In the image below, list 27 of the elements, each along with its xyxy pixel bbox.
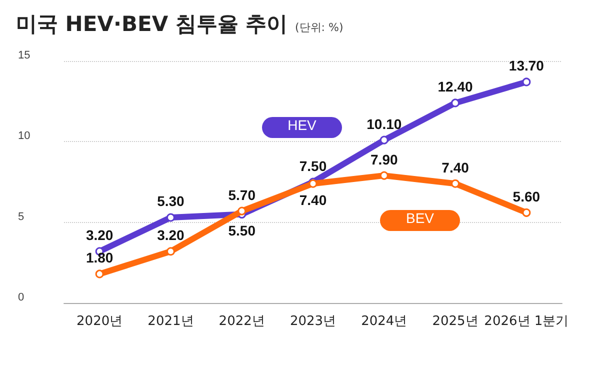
data-label: 5.70 — [228, 186, 256, 203]
chart-title: 미국 HEV·BEV 침투율 추이 — [16, 12, 288, 36]
data-label: 7.90 — [370, 151, 398, 168]
x-tick-label: 2020년 — [76, 314, 123, 329]
data-label: 5.30 — [157, 193, 185, 210]
chart-subtitle: (단위: %) — [295, 21, 344, 34]
x-tick-label: 2024년 — [361, 314, 408, 329]
y-tick-label: 15 — [18, 50, 30, 62]
x-tick-label: 2025년 — [432, 314, 478, 329]
data-label: 5.50 — [228, 222, 256, 239]
data-label: 13.70 — [508, 58, 544, 74]
data-label: 7.40 — [299, 192, 327, 208]
data-label: 3.20 — [157, 227, 185, 244]
y-tick-label: 5 — [18, 210, 24, 223]
x-tick-label: 2021년 — [148, 314, 194, 329]
x-tick-label: 2026년 1분기 — [484, 314, 569, 329]
data-label: 5.60 — [512, 188, 540, 204]
y-tick-label: 10 — [18, 130, 30, 142]
data-label: 3.20 — [86, 227, 114, 244]
x-tick-label: 2022년 — [218, 314, 265, 329]
data-label: 12.40 — [438, 78, 474, 95]
y-tick-label: 0 — [18, 292, 24, 304]
data-label: 10.10 — [366, 116, 402, 132]
data-label: 7.50 — [299, 158, 327, 174]
data-label: 1.80 — [86, 250, 114, 266]
data-label: 7.40 — [442, 159, 470, 176]
x-tick-label: 2023년 — [290, 314, 336, 329]
